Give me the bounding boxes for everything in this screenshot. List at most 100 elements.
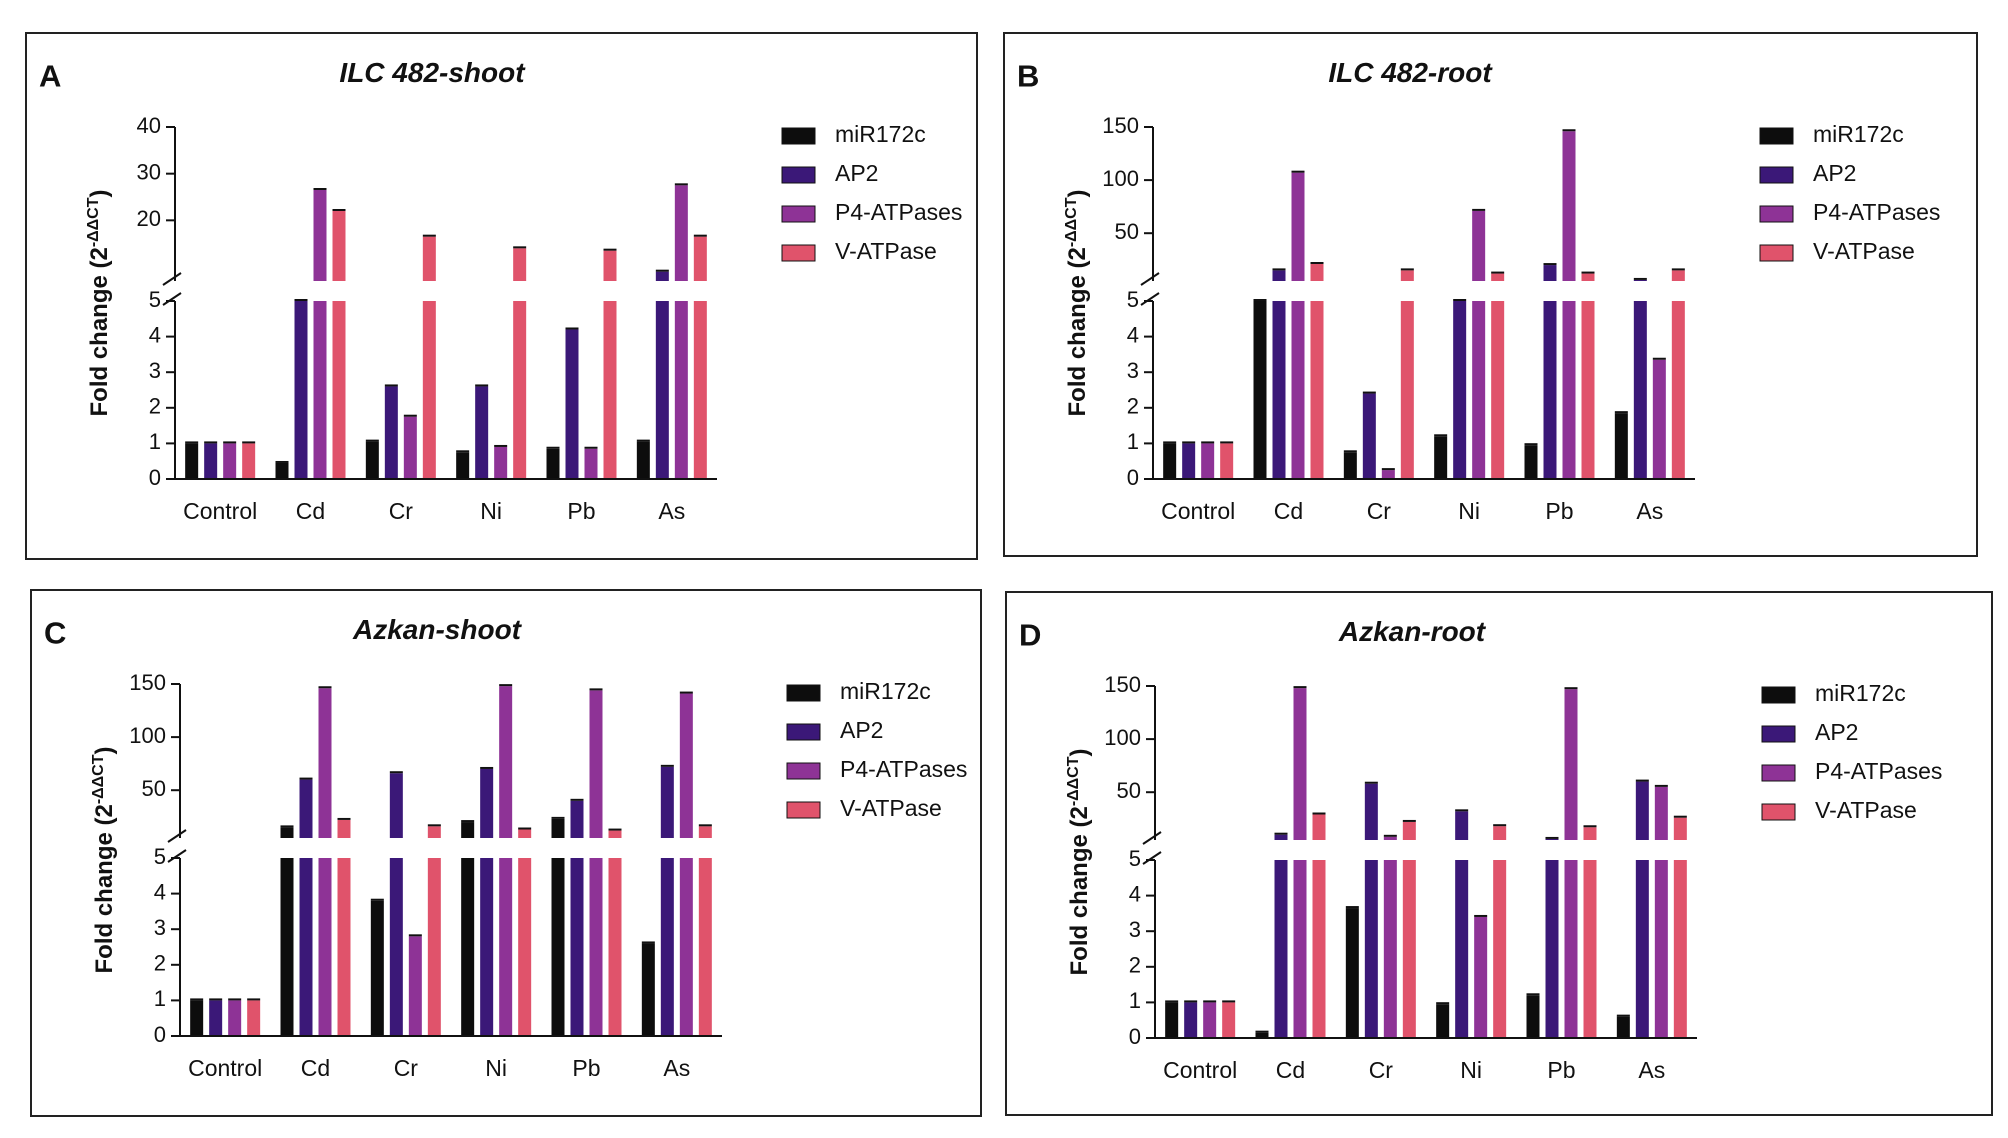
legend-swatch-a-v-atpase xyxy=(781,244,816,262)
y-tick-label-d-3: 3 xyxy=(1129,917,1141,942)
bar-d-cd-v-atpase xyxy=(1312,860,1326,1038)
chart-d-svg: D Azkan-root Fold change (2-ΔΔCT) Control Cd… xyxy=(1019,616,1942,1083)
legend-swatch-d-ap2 xyxy=(1761,725,1796,743)
y-tick-label-d-2: 2 xyxy=(1129,953,1141,978)
legend-label-a-v-atpase: V-ATPase xyxy=(835,238,937,264)
bar-b-as-mir172c xyxy=(1614,413,1628,479)
bar-b-as-ap2 xyxy=(1633,301,1647,479)
bar-upper-c-ni-p4-atpases xyxy=(499,686,513,838)
y-tick-label-a-3: 3 xyxy=(149,358,161,383)
bar-upper-c-pb-p4-atpases xyxy=(589,690,603,838)
bar-d-cr-p4-atpases xyxy=(1383,860,1397,1038)
bar-a-as-p4-atpases xyxy=(674,301,688,479)
bar-a-cr-v-atpase xyxy=(422,301,436,479)
legend-swatch-b-v-atpase xyxy=(1759,244,1794,262)
y-axis-label-sup-b: -ΔΔCT xyxy=(1063,197,1080,247)
bar-a-pb-mir172c xyxy=(546,448,560,479)
axis-break-mark-lower-d xyxy=(1142,851,1162,865)
bar-a-ni-mir172c xyxy=(456,452,470,479)
x-tick-label-a-ni: Ni xyxy=(480,498,502,524)
bar-a-cd-v-atpase xyxy=(332,301,346,479)
bar-a-cd-ap2 xyxy=(294,301,308,479)
bar-a-as-mir172c xyxy=(636,441,650,479)
bar-b-pb-p4-atpases xyxy=(1562,301,1576,479)
bar-a-pb-v-atpase xyxy=(603,301,617,479)
bar-d-pb-ap2 xyxy=(1545,860,1559,1038)
y-tick-label-c-0: 0 xyxy=(154,1022,166,1047)
y-axis-label-end-a: ) xyxy=(86,189,113,197)
bar-d-pb-mir172c xyxy=(1526,995,1540,1038)
bar-upper-a-as-p4-atpases xyxy=(674,185,688,281)
x-tick-label-c-control: Control xyxy=(188,1055,262,1081)
y-axis-label-a: Fold change (2-ΔΔCT) xyxy=(85,189,113,416)
axis-break-mark-lower-b xyxy=(1140,292,1160,306)
y-axis-label-sup-a: -ΔΔCT xyxy=(85,197,102,247)
bar-a-as-ap2 xyxy=(655,301,669,479)
legend-swatch-a-ap2 xyxy=(781,166,816,184)
bar-upper-d-pb-ap2 xyxy=(1545,838,1559,840)
chart-title-d: Azkan-root xyxy=(1338,616,1487,647)
bar-d-cd-ap2 xyxy=(1274,860,1288,1038)
bar-b-cr-mir172c xyxy=(1343,452,1357,479)
bar-upper-c-as-v-atpase xyxy=(698,826,712,838)
bar-a-cd-mir172c xyxy=(275,462,289,479)
x-tick-label-c-as: As xyxy=(663,1055,690,1081)
legend-swatch-a-mir172c xyxy=(781,127,816,145)
x-tick-label-c-ni: Ni xyxy=(485,1055,507,1081)
y-tick-label-b-150: 150 xyxy=(1102,113,1139,138)
y-tick-label-b-0: 0 xyxy=(1127,465,1139,490)
panel-letter-b: B xyxy=(1017,58,1039,93)
bar-a-ni-ap2 xyxy=(475,386,489,479)
y-axis-label-c: Fold change (2-ΔΔCT) xyxy=(90,746,118,973)
chart-panel-b: B ILC 482-root Fold change (2-ΔΔCT) Control… xyxy=(1003,32,1978,557)
y-axis-label-b: Fold change (2-ΔΔCT) xyxy=(1063,189,1091,416)
bar-b-ni-v-atpase xyxy=(1491,301,1505,479)
bar-d-ni-v-atpase xyxy=(1493,860,1507,1038)
bar-d-cd-mir172c xyxy=(1255,1032,1269,1038)
bar-upper-b-pb-p4-atpases xyxy=(1562,131,1576,281)
bar-b-cr-v-atpase xyxy=(1400,301,1414,479)
bar-b-control-mir172c xyxy=(1163,443,1177,479)
bar-c-cd-mir172c xyxy=(280,858,294,1036)
bar-b-control-ap2 xyxy=(1182,443,1196,479)
x-tick-label-a-control: Control xyxy=(183,498,257,524)
bar-upper-d-cr-p4-atpases xyxy=(1383,836,1397,840)
bar-c-control-mir172c xyxy=(190,1000,204,1036)
bar-c-pb-v-atpase xyxy=(608,858,622,1036)
bar-upper-d-pb-p4-atpases xyxy=(1564,689,1578,840)
y-tick-label-b-50: 50 xyxy=(1115,219,1139,244)
bar-c-cr-p4-atpases xyxy=(408,936,422,1036)
x-tick-label-d-as: As xyxy=(1638,1057,1665,1083)
legend-swatch-d-p4-atpases xyxy=(1761,764,1796,782)
chart-panel-d: D Azkan-root Fold change (2-ΔΔCT) Control Cd… xyxy=(1005,591,1993,1116)
y-axis-label-end-c: ) xyxy=(91,746,118,754)
bar-upper-c-pb-ap2 xyxy=(570,800,584,838)
y-axis-label-end-d: ) xyxy=(1066,748,1093,756)
x-tick-label-a-as: As xyxy=(658,498,685,524)
axis-break-mark-upper-c xyxy=(167,829,187,843)
legend-swatch-b-p4-atpases xyxy=(1759,205,1794,223)
bar-upper-a-cd-v-atpase xyxy=(332,211,346,281)
y-tick-label-c-3: 3 xyxy=(154,915,166,940)
bar-upper-d-as-v-atpase xyxy=(1673,817,1687,840)
bar-c-as-v-atpase xyxy=(698,858,712,1036)
bar-d-cd-p4-atpases xyxy=(1293,860,1307,1038)
bar-c-cd-p4-atpases xyxy=(318,858,332,1036)
bar-upper-c-ni-v-atpase xyxy=(518,829,532,838)
bar-c-ni-mir172c xyxy=(461,858,475,1036)
legend-swatch-d-v-atpase xyxy=(1761,803,1796,821)
bar-a-cd-p4-atpases xyxy=(313,301,327,479)
bar-a-ni-v-atpase xyxy=(513,301,527,479)
bar-upper-c-ni-mir172c xyxy=(461,822,475,838)
legend-swatch-a-p4-atpases xyxy=(781,205,816,223)
legend-label-a-p4-atpases: P4-ATPases xyxy=(835,199,962,225)
bar-upper-d-cr-ap2 xyxy=(1364,783,1378,840)
bar-upper-c-cd-mir172c xyxy=(280,827,294,838)
bar-b-cr-p4-atpases xyxy=(1381,470,1395,479)
x-tick-label-c-pb: Pb xyxy=(572,1055,600,1081)
legend-swatch-b-mir172c xyxy=(1759,127,1794,145)
y-tick-label-b-1: 1 xyxy=(1127,429,1139,454)
y-tick-label-b-4: 4 xyxy=(1127,322,1139,347)
bar-c-ni-p4-atpases xyxy=(499,858,513,1036)
bar-upper-b-pb-ap2 xyxy=(1543,265,1557,281)
